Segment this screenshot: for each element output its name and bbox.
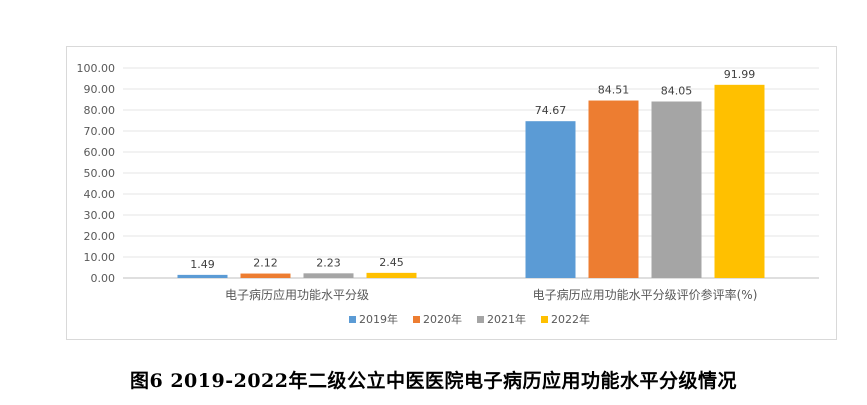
y-tick-label: 90.00 [84, 83, 116, 96]
y-tick-label: 30.00 [84, 209, 116, 222]
data-label: 2.45 [379, 256, 404, 269]
bar [303, 273, 354, 278]
bars [177, 84, 765, 279]
y-tick-label: 20.00 [84, 230, 116, 243]
figure-caption: 图6 2019-2022年二级公立中医医院电子病历应用功能水平分级情况 [130, 370, 737, 392]
data-label: 74.67 [535, 104, 567, 117]
legend-swatch [413, 316, 420, 323]
bar [588, 100, 639, 279]
category-label: 电子病历应用功能水平分级 [225, 287, 369, 302]
data-label: 2.12 [253, 257, 278, 270]
y-tick-label: 40.00 [84, 188, 116, 201]
bar [714, 84, 765, 278]
y-tick-label: 60.00 [84, 146, 116, 159]
y-tick-label: 50.00 [84, 167, 116, 180]
y-tick-label: 10.00 [84, 251, 116, 264]
bar [651, 101, 702, 278]
data-labels: 1.49 2.12 2.23 2.45 74.67 84.51 84.05 91.99 [190, 68, 755, 271]
y-tick-label: 70.00 [84, 125, 116, 138]
y-tick-label: 100.00 [77, 62, 116, 75]
legend-swatch [349, 316, 356, 323]
bar [240, 273, 291, 278]
gridlines [123, 67, 819, 279]
data-label: 91.99 [724, 68, 756, 81]
data-label: 84.51 [598, 84, 630, 97]
category-labels: 电子病历应用功能水平分级 电子病历应用功能水平分级评价参评率(%) [225, 287, 757, 302]
legend-label: 2019年 [359, 312, 398, 326]
chart-frame: 0.00 10.00 20.00 30.00 40.00 50.00 60.00 70.00 8… [66, 46, 837, 340]
data-label: 84.05 [661, 84, 693, 97]
bar-chart: 0.00 10.00 20.00 30.00 40.00 50.00 60.00 70.00 8… [77, 62, 819, 326]
y-tick-label: 80.00 [84, 104, 116, 117]
data-label: 2.23 [316, 256, 341, 269]
category-label: 电子病历应用功能水平分级评价参评率(%) [533, 287, 758, 302]
bar [177, 274, 228, 278]
legend-swatch [541, 316, 548, 323]
legend-swatch [477, 316, 484, 323]
y-axis-ticks: 0.00 10.00 20.00 30.00 40.00 50.00 60.00 70.00 8… [77, 62, 116, 285]
legend-label: 2020年 [423, 312, 462, 326]
legend-label: 2021年 [487, 312, 526, 326]
bar [525, 121, 576, 279]
legend: 2019年 2020年 2021年 2022年 [349, 312, 590, 326]
bar [366, 272, 417, 278]
legend-label: 2022年 [551, 312, 590, 326]
y-tick-label: 0.00 [91, 272, 116, 285]
data-label: 1.49 [190, 258, 215, 271]
